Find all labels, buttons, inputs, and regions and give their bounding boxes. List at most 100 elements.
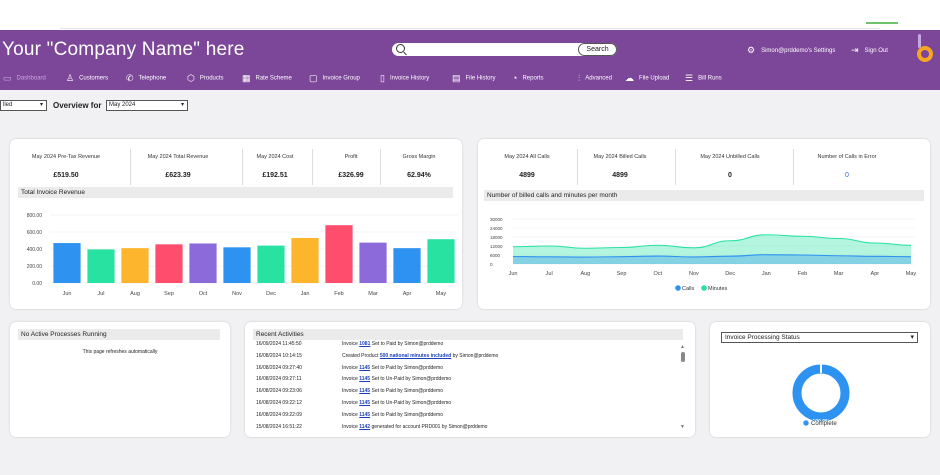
series-line: [512, 234, 912, 249]
activity-text: Invoice: [342, 411, 360, 418]
activity-link[interactable]: 1145: [359, 411, 371, 418]
donut-gap: [820, 364, 822, 373]
activity-link[interactable]: 1145: [359, 400, 371, 406]
revenue-panel: May 2024 Pre-Tax Revenue £519.50 May 2024 …: [10, 139, 462, 309]
search-input[interactable]: [392, 43, 617, 56]
activity-time: 16/08/2024 09:22:12: [256, 400, 302, 406]
activity-row: 16/08/2024 09:27:40 Invoice 1145 Set to P…: [256, 363, 676, 374]
nav-telephone[interactable]: ✆ Telephone: [126, 72, 166, 85]
activity-link[interactable]: 1145: [359, 388, 371, 395]
top-strip: [0, 0, 940, 30]
status-select[interactable]: Invoice Processing Status ▾: [721, 332, 918, 343]
legend-label: Complete: [811, 421, 837, 427]
legend-marker: [701, 285, 707, 291]
kpi-value: £623.39: [165, 172, 191, 179]
x-tick-label: Oct: [653, 271, 662, 277]
bar: [257, 245, 285, 283]
kpi-divider: [675, 149, 676, 185]
processes-panel: No Active Processes Running This page re…: [10, 322, 230, 437]
nav-file-history[interactable]: ▤ File History: [452, 72, 496, 85]
nav-label: Dashboard: [16, 75, 46, 82]
status-select-value: Invoice Processing Status: [725, 334, 800, 341]
activity-row: 16/08/2024 09:22:09 Invoice 1145 Set to P…: [256, 410, 676, 421]
nav-label: Advanced: [585, 75, 612, 82]
activity-text: Set to Paid by Simon@prddemo: [370, 364, 443, 371]
nav-file-upload[interactable]: ☁ File Upload: [625, 72, 669, 85]
activity-description: Invoice 1142 generated for account PRD00…: [342, 422, 487, 431]
processes-title: No Active Processes Running: [18, 329, 220, 340]
kpi-label: May 2024 Pre-Tax Revenue: [31, 154, 101, 160]
y-tick-label: 24000: [490, 226, 503, 231]
search-icon: [396, 44, 405, 53]
y-tick-label: 30000: [490, 217, 503, 222]
x-tick-label: Mar: [368, 291, 378, 297]
activity-link[interactable]: 500 national minutes included: [379, 352, 452, 359]
bar: [223, 247, 251, 283]
nav-label: Rate Scheme: [255, 75, 292, 82]
company-title: Your "Company Name" here: [2, 39, 245, 60]
activity-link[interactable]: 1142: [359, 423, 371, 430]
nav-invoice-history[interactable]: ▯ Invoice History: [380, 72, 429, 85]
x-tick-label: Apr: [871, 271, 880, 277]
legend-label: Minutes: [708, 286, 728, 292]
x-tick-label: Sep: [617, 271, 627, 277]
nav-advanced[interactable]: ⫶ Advanced: [578, 72, 612, 85]
activity-text: Invoice: [342, 376, 360, 383]
green-accent-line: [866, 22, 898, 24]
scroll-down-arrow-icon[interactable]: ▼: [680, 424, 685, 430]
x-tick-label: Dec: [266, 291, 276, 297]
nav-reports[interactable]: ◔ Reports: [512, 72, 543, 85]
x-tick-label: Nov: [232, 291, 242, 297]
nav-label: Telephone: [138, 75, 167, 82]
kpi-divider: [242, 149, 243, 185]
kpi-value: £326.99: [338, 172, 364, 179]
kpi-divider: [312, 149, 313, 185]
scroll-thumb[interactable]: [681, 352, 685, 362]
nav-rate-scheme[interactable]: ▦ Rate Scheme: [242, 72, 292, 85]
activity-time: 16/08/2024 09:22:09: [256, 411, 302, 418]
status-panel: Invoice Processing Status ▾ 100.0% Complet…: [710, 322, 930, 437]
kpi-divider: [577, 149, 578, 185]
activity-time: 16/08/2024 09:23:06: [256, 388, 302, 395]
activity-link[interactable]: 1145: [359, 376, 371, 383]
nav-products[interactable]: ⬡ Products: [187, 72, 224, 85]
scroll-up-arrow-icon[interactable]: ▲: [680, 344, 685, 350]
nav-label: Invoice History: [389, 75, 430, 82]
activity-list[interactable]: 16/09/2024 11:45:50 Invoice 1081 Set to P…: [256, 338, 676, 431]
y-tick-label: 800.00: [27, 213, 43, 219]
brand-logo-icon: [917, 34, 933, 62]
y-tick-label: 400.00: [27, 247, 43, 253]
settings-link[interactable]: ⚙ Simon@prddemo's Settings: [747, 45, 835, 56]
kpi-label: Number of Calls in Error: [817, 154, 877, 160]
nav-dashboard[interactable]: ▭ Dashboard: [3, 72, 46, 85]
overview-label: Overview for: [53, 101, 102, 110]
box-icon: ⬡: [187, 73, 195, 83]
activity-text: Created Product: [342, 352, 380, 359]
refresh-note: This page refreshes automatically: [82, 349, 158, 355]
activity-scrollbar[interactable]: ▲ ▼: [680, 344, 686, 430]
nav-customers[interactable]: ♙ Customers: [66, 72, 108, 85]
activity-row: 16/08/2024 09:27:11 Invoice 1145 Set to U…: [256, 374, 676, 385]
nav-label: File Upload: [639, 75, 670, 82]
invoice-type-select[interactable]: lled ▾: [0, 100, 47, 111]
status-donut-chart: 100.0%Complete: [792, 364, 850, 427]
nav-label: Customers: [79, 75, 109, 82]
calls-area-chart: 0 6000 12000 18000 24000 30000 Jun Jul Aug Sep Oct…: [490, 217, 916, 292]
kpi-card: May 2024 Cost £192.51: [225, 154, 325, 179]
month-select[interactable]: May 2024 ▾: [106, 100, 188, 111]
nav-label: Invoice Group: [322, 75, 360, 82]
search-button[interactable]: Search: [578, 43, 617, 56]
kpi-label: Profit: [344, 154, 358, 160]
bar: [53, 243, 81, 283]
activity-link[interactable]: 1081: [359, 341, 371, 347]
nav-invoice-group[interactable]: ▢ Invoice Group: [309, 72, 360, 85]
settings-label: Simon@prddemo's Settings: [761, 48, 836, 55]
sign-out-link[interactable]: ⇥ Sign Out: [851, 45, 888, 56]
nav-bill-runs[interactable]: ☰ Bill Runs: [685, 72, 722, 85]
activity-link[interactable]: 1145: [359, 364, 371, 371]
x-tick-label: Nov: [689, 271, 699, 277]
activity-time: 16/08/2024 09:27:40: [256, 364, 302, 371]
activity-description: Invoice 1145 Set to Un-Paid by Simon@prd…: [342, 398, 451, 409]
activity-text: Set to Paid by Simon@prddemo: [370, 341, 444, 347]
x-tick-label: Jun: [509, 271, 518, 277]
